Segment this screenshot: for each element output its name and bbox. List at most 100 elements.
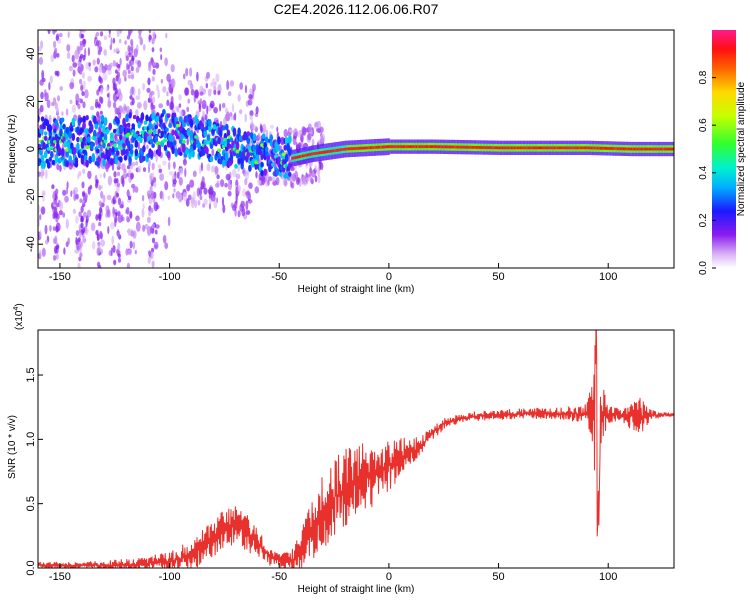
spectrogram-band-cell	[540, 146, 542, 150]
spectrogram-speckle-cell	[197, 200, 201, 206]
spectrogram-band-cell	[435, 145, 438, 149]
spectrogram-streak-cell	[129, 240, 133, 249]
spectrogram-band-cell	[371, 146, 373, 150]
spectrogram-speckle-cell	[102, 194, 106, 204]
spectrogram-speckle-cell	[309, 167, 313, 178]
spectrogram-band-cell	[352, 147, 355, 151]
spectrogram-speckle-cell	[69, 82, 75, 90]
spectrogram-speckle-cell	[119, 57, 122, 66]
spectrogram-band-cell	[181, 139, 186, 144]
spectrogram-speckle-cell	[314, 164, 317, 171]
spectrogram-band-cell	[238, 135, 243, 142]
spectrogram-speckle-cell	[90, 222, 96, 232]
spectrogram-speckle-cell	[123, 103, 127, 112]
spectrogram-band-cell	[351, 147, 353, 151]
spectrogram-band-cell	[343, 147, 346, 151]
spectrogram-band-cell	[363, 146, 366, 150]
spectrogram-speckle-cell	[39, 230, 42, 238]
spectrogram-speckle-cell	[178, 94, 182, 101]
spectrogram-speckle-cell	[67, 31, 70, 39]
spectrogram-streak-cell	[99, 230, 103, 237]
spectrogram-speckle-cell	[66, 51, 71, 60]
spectrogram-band-cell	[79, 138, 83, 142]
spectrogram-band-cell	[117, 146, 122, 150]
spectrogram-band-cell	[630, 147, 633, 151]
spectrogram-band-cell	[208, 119, 212, 127]
spectrogram-speckle-cell	[166, 91, 169, 97]
spectrogram-speckle-cell	[106, 64, 112, 71]
spectrogram-band-cell	[43, 150, 48, 159]
spectrogram-band-cell	[103, 133, 108, 142]
spectrogram-streak-cell	[125, 55, 129, 62]
spectrogram-band-cell	[71, 117, 76, 127]
spectrogram-speckle-cell	[100, 239, 105, 247]
spectrogram-band-cell	[137, 120, 142, 129]
spectrogram-speckle-cell	[265, 129, 268, 139]
spectrogram-band-cell	[560, 146, 562, 150]
spectrogram-speckle-cell	[41, 69, 45, 80]
spectrogram-speckle-cell	[39, 104, 44, 113]
spectrogram-band-cell	[85, 159, 89, 168]
spectrogram-band-cell	[520, 146, 522, 150]
spectrogram-speckle-cell	[103, 35, 108, 41]
spectrogram-band-cell	[477, 146, 479, 149]
spectrogram-streak-cell	[147, 250, 152, 255]
spectrogram-speckle-cell	[132, 241, 136, 250]
spectrogram-streak-cell	[116, 182, 120, 188]
spectrogram-streak-cell	[131, 55, 135, 62]
spectrogram-streak-cell	[56, 107, 60, 114]
spectrogram-speckle-cell	[49, 75, 53, 84]
snr-series	[38, 330, 674, 568]
spectrogram-speckle-cell	[126, 62, 129, 71]
snr-y-tick-label: 0.5	[25, 496, 37, 511]
spectrogram-streak-cell	[149, 92, 153, 100]
snr-multiplier-base: (x104)	[13, 303, 25, 330]
spectrogram-band-cell	[454, 145, 456, 149]
spectrogram-streak-cell	[117, 257, 122, 263]
spectrogram-speckle-cell	[134, 250, 137, 255]
spectrogram-speckle-cell	[184, 87, 190, 96]
spectrogram-band-cell	[40, 154, 45, 162]
spectrogram-speckle-cell	[307, 123, 312, 132]
spectrogram-streak-cell	[83, 238, 87, 243]
spectrogram-band-cell	[82, 115, 86, 124]
spectrogram-band-cell	[532, 146, 535, 150]
spectrogram-speckle-cell	[244, 84, 248, 94]
spectrogram-streak-cell	[129, 88, 133, 96]
spectrogram-speckle-cell	[237, 210, 241, 218]
spectrogram-streak-cell	[100, 87, 104, 95]
spectrogram-band-cell	[556, 146, 559, 150]
spectrogram-speckle-cell	[260, 125, 263, 134]
snr-x-tick-label: 0	[386, 571, 392, 583]
spectrogram-speckle-cell	[299, 182, 302, 187]
spectrogram-band-cell	[547, 146, 550, 150]
spectrogram-speckle-cell	[320, 162, 324, 170]
spectrogram-speckle-cell	[229, 112, 233, 117]
spectrogram-speckle-cell	[268, 176, 273, 182]
spectrogram-band-cell	[100, 114, 105, 122]
spectrogram-band-cell	[149, 138, 154, 145]
spectrogram-band-cell	[583, 146, 585, 150]
spectrogram-speckle-cell	[66, 44, 71, 52]
spectrogram-streak-cell	[80, 215, 84, 222]
spectrogram-speckle-cell	[146, 190, 151, 198]
snr-x-label: Height of straight line (km)	[298, 584, 415, 595]
spectrogram-speckle-cell	[237, 164, 240, 173]
spectrogram-band-cell	[334, 149, 337, 152]
spectrogram-speckle-cell	[186, 184, 191, 192]
spectrogram-speckle-cell	[73, 193, 77, 202]
spectrogram-band-cell	[338, 148, 341, 152]
spectrogram-speckle-cell	[157, 89, 160, 99]
spectrogram-band-cell	[427, 145, 430, 149]
spectrogram-band-cell	[397, 145, 399, 149]
spectrogram-speckle-cell	[184, 167, 187, 178]
spectrogram-band-cell	[527, 146, 530, 150]
spectrogram-band-cell	[45, 119, 49, 126]
spectrogram-band-cell	[415, 145, 418, 149]
spectrogram-speckle-cell	[87, 170, 92, 180]
spectrogram-speckle-cell	[221, 196, 225, 207]
spectrogram-band-cell	[128, 112, 132, 119]
spectrogram-speckle-cell	[241, 188, 247, 197]
spectrogram-band-cell	[120, 125, 125, 133]
spectrogram-band-cell	[432, 145, 435, 149]
